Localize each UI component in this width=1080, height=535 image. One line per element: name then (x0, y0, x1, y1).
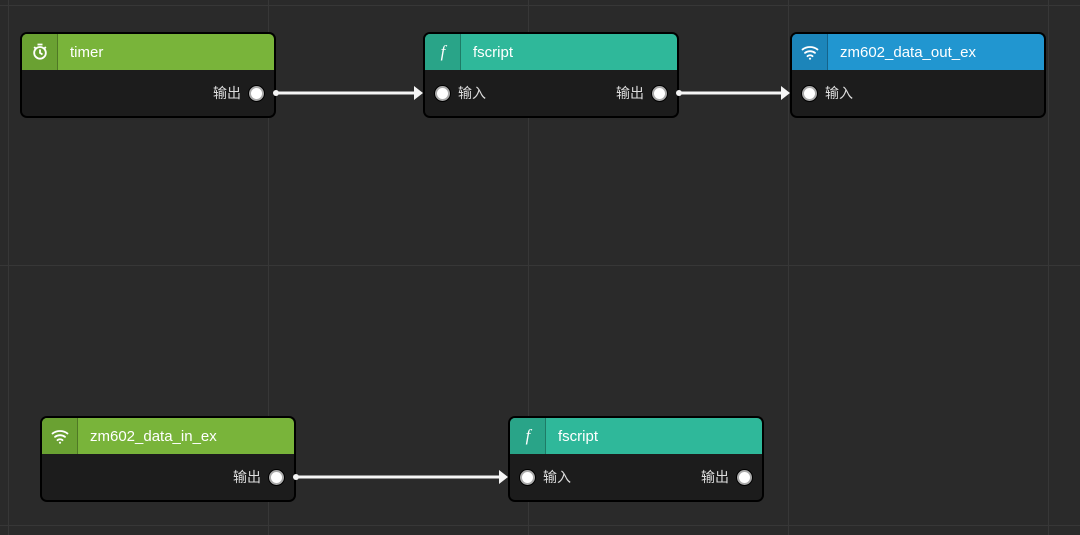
node-header[interactable]: timer (22, 34, 274, 70)
node-body: 输出 (42, 454, 294, 500)
function-icon: f (510, 418, 546, 454)
node-n5[interactable]: f fscript 输出 输入 (508, 416, 764, 502)
svg-text:f: f (525, 426, 532, 445)
clock-icon (22, 34, 58, 70)
port-label: 输出 (233, 467, 261, 487)
node-n4[interactable]: zm602_data_in_ex 输出 (40, 416, 296, 502)
port-dot[interactable] (737, 470, 752, 485)
wifi-icon (42, 418, 78, 454)
node-n2[interactable]: f fscript 输出 输入 (423, 32, 679, 118)
node-n3[interactable]: zm602_data_out_ex 输入 (790, 32, 1046, 118)
output-port[interactable]: 输出 (616, 83, 667, 103)
node-header[interactable]: f fscript (510, 418, 762, 454)
port-label: 输出 (701, 467, 729, 487)
node-body: 输出 输入 (510, 454, 762, 500)
port-dot[interactable] (269, 470, 284, 485)
node-n1[interactable]: timer 输出 (20, 32, 276, 118)
node-title: zm602_data_out_ex (828, 44, 976, 61)
svg-text:f: f (440, 42, 447, 61)
node-title: timer (58, 44, 103, 61)
node-body: 输入 (792, 70, 1044, 116)
node-header[interactable]: zm602_data_out_ex (792, 34, 1044, 70)
input-port[interactable]: 输入 (520, 467, 571, 487)
port-dot[interactable] (249, 86, 264, 101)
node-body: 输出 (22, 70, 274, 116)
port-label: 输入 (543, 467, 571, 487)
port-label: 输出 (213, 83, 241, 103)
port-label: 输出 (616, 83, 644, 103)
node-header[interactable]: f fscript (425, 34, 677, 70)
wifi-icon (792, 34, 828, 70)
port-dot[interactable] (435, 86, 450, 101)
function-icon: f (425, 34, 461, 70)
node-body: 输出 输入 (425, 70, 677, 116)
input-port[interactable]: 输入 (802, 83, 853, 103)
port-dot[interactable] (802, 86, 817, 101)
input-port[interactable]: 输入 (435, 83, 486, 103)
output-port[interactable]: 输出 (701, 467, 752, 487)
node-header[interactable]: zm602_data_in_ex (42, 418, 294, 454)
port-label: 输入 (825, 83, 853, 103)
node-title: zm602_data_in_ex (78, 428, 217, 445)
output-port[interactable]: 输出 (213, 83, 264, 103)
node-title: fscript (546, 428, 598, 445)
port-label: 输入 (458, 83, 486, 103)
node-title: fscript (461, 44, 513, 61)
port-dot[interactable] (652, 86, 667, 101)
output-port[interactable]: 输出 (233, 467, 284, 487)
port-dot[interactable] (520, 470, 535, 485)
flow-canvas[interactable]: timer输出ffscript输出输入zm602_data_out_ex输入zm… (0, 0, 1080, 535)
